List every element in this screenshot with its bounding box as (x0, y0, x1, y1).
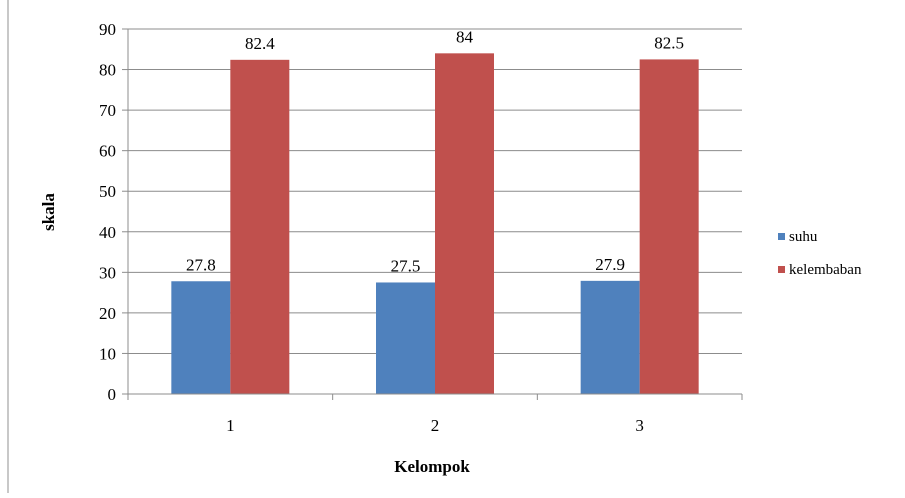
bar-suhu-3 (580, 280, 640, 394)
bar-kelembaban-2 (435, 53, 494, 394)
x-tick-label: 3 (635, 416, 644, 435)
axes: 0 10 20 30 40 50 60 70 80 90 1 2 3 (99, 20, 743, 435)
data-label: 27.9 (595, 255, 625, 274)
legend-label-suhu: suhu (789, 229, 818, 245)
x-tick-label: 2 (431, 416, 440, 435)
y-axis-title: skala (39, 193, 58, 231)
y-tick-label: 70 (99, 101, 116, 120)
y-tick-label: 30 (99, 263, 116, 282)
legend-label-kelembaban: kelembaban (789, 262, 862, 278)
y-tick-label: 20 (99, 304, 116, 323)
data-label: 82.5 (654, 33, 684, 52)
y-tick-label: 0 (108, 385, 117, 404)
x-tick-label: 1 (226, 416, 235, 435)
bar-suhu-1 (171, 281, 231, 394)
legend: suhu kelembaban (778, 229, 862, 278)
bar-suhu-2 (376, 282, 435, 394)
data-label: 82.4 (245, 34, 275, 53)
y-tick-label: 50 (99, 182, 116, 201)
y-tick-label: 60 (99, 142, 116, 161)
bars (171, 53, 699, 395)
y-tick-label: 40 (99, 223, 116, 242)
bar-kelembaban-1 (230, 59, 290, 394)
legend-swatch-kelembaban (778, 266, 785, 273)
data-labels: 27.8 27.5 27.9 82.4 84 82.5 (186, 27, 684, 275)
y-tick-label: 90 (99, 20, 116, 39)
bar-kelembaban-3 (639, 59, 699, 395)
data-label: 27.8 (186, 255, 216, 274)
y-tick-label: 10 (99, 344, 116, 363)
y-tick-label: 80 (99, 61, 116, 80)
legend-swatch-suhu (778, 233, 785, 240)
data-label: 27.5 (391, 256, 421, 275)
data-label: 84 (456, 27, 474, 46)
x-axis-title: Kelompok (394, 457, 470, 476)
